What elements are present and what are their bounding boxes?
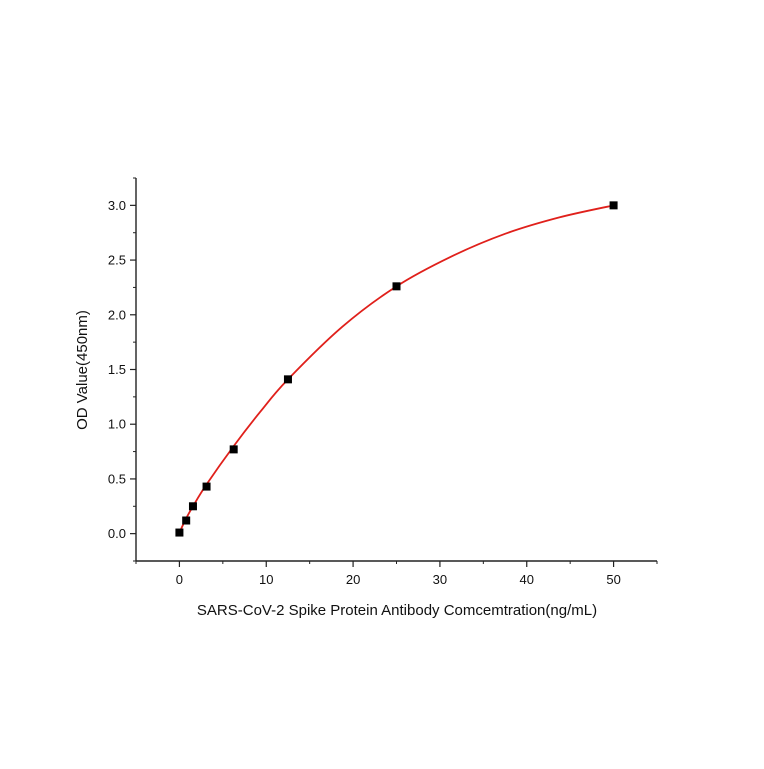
data-point <box>609 201 618 210</box>
x-tick-label: 0 <box>176 572 183 587</box>
y-tick-label: 0.0 <box>108 526 126 541</box>
data-point <box>202 482 211 491</box>
data-point <box>175 528 184 537</box>
fit-curve <box>178 204 614 533</box>
x-tick-label: 50 <box>606 572 620 587</box>
data-point <box>182 516 191 525</box>
x-tick-label: 10 <box>259 572 273 587</box>
x-tick-label: 30 <box>433 572 447 587</box>
data-point <box>392 282 401 291</box>
data-point <box>188 502 197 511</box>
y-tick-label: 2.5 <box>108 253 126 268</box>
y-tick-label: 2.0 <box>108 307 126 322</box>
y-tick-label: 1.0 <box>108 417 126 432</box>
y-tick-label: 0.5 <box>108 471 126 486</box>
x-tick-label: 40 <box>520 572 534 587</box>
tick-labels-layer: 0 10 20 30 40 50 0.0 0.5 1.0 1.5 2.0 2.5 3.0 <box>108 198 621 587</box>
y-axis-title: OD Value(450nm) <box>74 310 91 430</box>
x-tick-label: 20 <box>346 572 360 587</box>
y-tick-label: 1.5 <box>108 362 126 377</box>
axes <box>130 177 658 567</box>
fit-curve-layer <box>178 204 614 533</box>
x-axis-title: SARS-CoV-2 Spike Protein Antibody Comcem… <box>197 602 597 619</box>
data-point <box>229 445 238 454</box>
data-points-layer <box>175 201 618 537</box>
y-tick-label: 3.0 <box>108 198 126 213</box>
data-point <box>283 375 292 384</box>
